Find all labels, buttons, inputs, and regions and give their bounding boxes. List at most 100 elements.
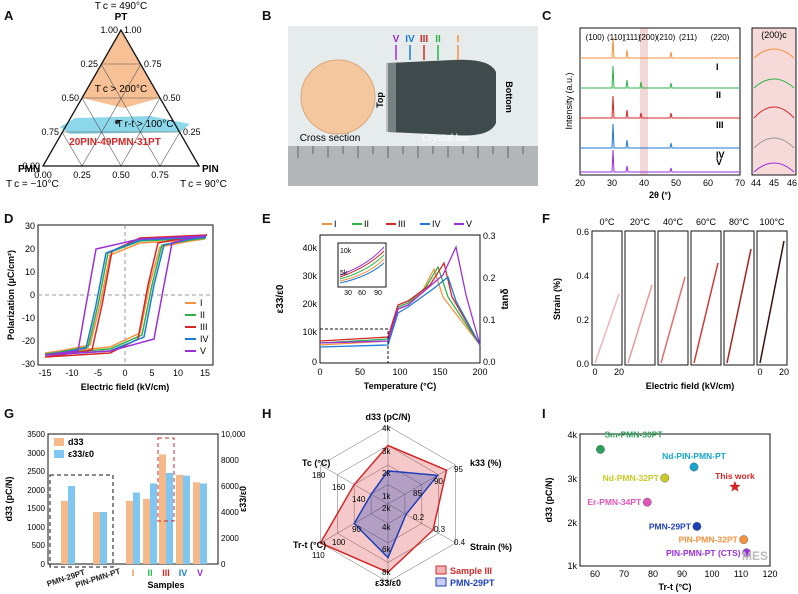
svg-text:0.00: 0.00: [22, 161, 40, 171]
svg-text:0.50: 0.50: [61, 93, 79, 103]
radar-spoke: [387, 503, 456, 544]
pe-legend: I II III IV V: [185, 298, 209, 356]
svg-text:(200): (200): [639, 33, 658, 42]
panel-b: B Cross section Crystal bar Top Bottom V…: [258, 0, 548, 200]
bar-legend: d33 ε33/ε0: [54, 437, 94, 459]
inset-ticks: 10k 5k 30 60 90: [340, 248, 382, 297]
bar-d33: [143, 499, 150, 564]
pe-xticks: -15 -10 -5 0 5 10 15: [38, 368, 210, 378]
svg-text:I: I: [334, 219, 337, 229]
svg-text:(211): (211): [679, 33, 697, 42]
crystal-bar-label: Crystal bar: [422, 133, 471, 144]
svg-text:100: 100: [332, 538, 346, 547]
scatter-point: [692, 522, 702, 531]
svg-text:1k: 1k: [382, 492, 391, 501]
zoom-peak-label: (200)c: [761, 30, 787, 40]
bar-d33: [193, 482, 200, 564]
inset-region: [320, 328, 389, 363]
bar-eps: [200, 483, 207, 564]
scatter-yticks: 4k 3k 2k 1k: [567, 430, 577, 571]
region-trt-100: [60, 116, 190, 134]
svg-text:0.25: 0.25: [80, 59, 98, 69]
svg-text:60°C: 60°C: [696, 217, 717, 227]
scatter-point: [660, 473, 670, 483]
svg-text:2500: 2500: [27, 467, 45, 476]
scatter-point-label: PIN-PMN-32PT: [679, 535, 739, 545]
panel-i: I Sm-PMN-30PT Nd-PIN-PMN-PT Nd-PMN-32PT Thi…: [540, 400, 798, 594]
scatter-point-label: Nd-PMN-32PT: [603, 473, 660, 483]
svg-text:3000: 3000: [27, 449, 45, 458]
bar-category-label: III: [162, 568, 170, 578]
radar-axis-trt: Tr-t (°C): [293, 540, 326, 550]
svg-text:IV: IV: [200, 334, 209, 344]
bottom-label: Bottom: [504, 81, 514, 113]
svg-text:0.50: 0.50: [163, 93, 181, 103]
svg-text:15: 15: [200, 368, 210, 378]
svg-text:30: 30: [344, 290, 352, 297]
panel-label-e: E: [262, 211, 271, 226]
svg-text:0.75: 0.75: [41, 127, 59, 137]
svg-text:II: II: [200, 310, 205, 320]
svg-text:44: 44: [751, 178, 761, 188]
svg-text:1000: 1000: [27, 523, 45, 532]
left-ticks: 0.00 0.75 0.50 0.25 1.00: [22, 25, 118, 171]
svg-text:2000: 2000: [27, 486, 45, 495]
panel-e: E I II III IV V 10k 5k 30 60: [258, 205, 528, 400]
svg-text:-5: -5: [94, 368, 102, 378]
svg-text:0.25: 0.25: [73, 170, 91, 180]
panel-d: D I II III IV V 30 20 10 0 -10 -20 -30: [0, 205, 250, 400]
svg-text:20°C: 20°C: [630, 217, 651, 227]
svg-text:0.2: 0.2: [483, 273, 496, 283]
bar-d33: [176, 474, 183, 564]
svg-text:0.00: 0.00: [34, 170, 52, 180]
panel-label-a: A: [4, 8, 14, 23]
bar-ylabel2: ε33/ε0: [238, 486, 248, 512]
xrd-xticks: 20 30 40 50 60 70 44 45 46: [575, 178, 797, 188]
xrd-plot: (100) (110) (111) (200) (210) (211) (220…: [564, 27, 797, 200]
svg-text:0: 0: [41, 560, 46, 569]
xrd-sample-labels: I II III IV V: [716, 62, 725, 167]
vertex-pt: PT: [115, 12, 128, 23]
bar-yticks2: 10,000 8000 6000 4000 2000 0: [221, 430, 246, 569]
radar-axis-tc: Tc (°C): [302, 458, 330, 468]
radar-axis-eps: ε33/ε0: [375, 578, 401, 588]
dielectric-curves: [319, 244, 481, 348]
svg-text:0.4: 0.4: [576, 271, 589, 281]
svg-text:0.25: 0.25: [183, 127, 201, 137]
dielectric-legend: I II III IV V: [322, 219, 472, 229]
crystal-bar: [388, 59, 496, 136]
bar-eps: [133, 492, 140, 564]
svg-text:0: 0: [592, 367, 597, 377]
pe-loops: I II III IV V 30 20 10 0 -10 -20 -30 -15…: [6, 221, 214, 392]
svg-text:30k: 30k: [302, 271, 317, 281]
svg-text:110: 110: [312, 551, 325, 560]
svg-text:0: 0: [317, 367, 322, 377]
xrd-xlabel: 2θ (°): [649, 190, 671, 200]
radar-axis-d33: d33 (pC/N): [366, 412, 411, 422]
svg-text:II: II: [364, 219, 369, 229]
svg-text:10k: 10k: [340, 248, 352, 255]
panel-h: H d33 (pC/N) k33 (%) Strain (%) ε33/ε0 T…: [258, 400, 528, 594]
svg-text:Sample III: Sample III: [450, 566, 492, 576]
cross-section-disc: [300, 59, 376, 135]
svg-text:20: 20: [614, 367, 624, 377]
svg-text:0.75: 0.75: [144, 59, 162, 69]
svg-text:I: I: [716, 62, 719, 72]
svg-text:50: 50: [355, 367, 365, 377]
svg-text:10k: 10k: [302, 327, 317, 337]
bar-xlabel: Samples: [147, 580, 184, 590]
tc-left: T c = −10°C: [6, 179, 59, 190]
tc-right: T c = 90°C: [180, 179, 227, 190]
svg-text:0.4: 0.4: [454, 538, 466, 547]
radar-ticks: 4k 3k 2k 1k 95 90 85 0.4 0.3 0.2 8k 6k 4…: [312, 424, 466, 577]
svg-text:-30: -30: [22, 359, 35, 369]
scatter-xlabel: Tr-t (°C): [658, 582, 691, 592]
svg-text:V: V: [200, 346, 206, 356]
svg-text:85: 85: [413, 489, 422, 498]
svg-text:8k: 8k: [382, 568, 391, 577]
dielectric-ylabel2: tanδ: [500, 288, 511, 309]
svg-text:2k: 2k: [382, 469, 391, 478]
svg-text:60: 60: [590, 569, 600, 579]
svg-text:90: 90: [434, 477, 443, 486]
bottom-ticks: 0.00 0.25 0.50 0.75: [34, 170, 169, 180]
